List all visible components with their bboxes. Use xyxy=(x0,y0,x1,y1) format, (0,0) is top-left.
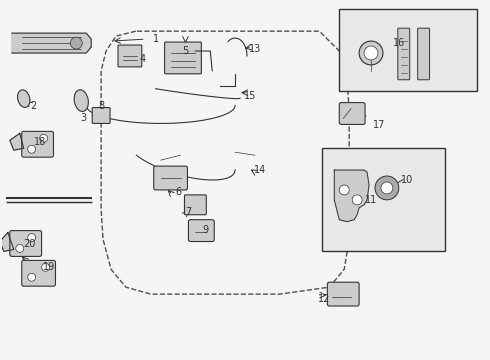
Text: 13: 13 xyxy=(249,44,261,54)
Text: 6: 6 xyxy=(175,187,182,197)
FancyBboxPatch shape xyxy=(339,103,365,125)
FancyBboxPatch shape xyxy=(417,28,430,80)
Text: 20: 20 xyxy=(24,239,36,249)
Text: 11: 11 xyxy=(365,195,377,205)
Polygon shape xyxy=(0,233,14,251)
Circle shape xyxy=(352,195,362,205)
Text: 8: 8 xyxy=(98,100,104,111)
FancyBboxPatch shape xyxy=(92,108,110,123)
Text: 1: 1 xyxy=(152,34,159,44)
Circle shape xyxy=(28,234,36,242)
Text: 12: 12 xyxy=(318,294,331,304)
FancyBboxPatch shape xyxy=(189,220,214,242)
FancyBboxPatch shape xyxy=(184,195,206,215)
FancyBboxPatch shape xyxy=(154,166,188,190)
FancyBboxPatch shape xyxy=(322,148,445,251)
Text: 17: 17 xyxy=(373,121,385,130)
FancyBboxPatch shape xyxy=(22,260,55,286)
Circle shape xyxy=(28,145,36,153)
Text: 10: 10 xyxy=(401,175,413,185)
Text: 4: 4 xyxy=(140,54,146,64)
Text: 3: 3 xyxy=(80,113,86,123)
Circle shape xyxy=(364,46,378,60)
Circle shape xyxy=(28,273,36,281)
Text: 18: 18 xyxy=(33,137,46,147)
Ellipse shape xyxy=(18,90,30,107)
Text: 2: 2 xyxy=(30,100,37,111)
Circle shape xyxy=(359,41,383,65)
FancyBboxPatch shape xyxy=(339,9,477,91)
Circle shape xyxy=(71,37,82,49)
Circle shape xyxy=(339,185,349,195)
FancyBboxPatch shape xyxy=(327,282,359,306)
Text: 7: 7 xyxy=(185,207,192,217)
Polygon shape xyxy=(12,33,91,53)
FancyBboxPatch shape xyxy=(10,231,42,256)
FancyBboxPatch shape xyxy=(398,28,410,80)
Circle shape xyxy=(381,182,393,194)
Text: 14: 14 xyxy=(254,165,266,175)
Circle shape xyxy=(40,134,48,142)
Polygon shape xyxy=(10,133,24,150)
Text: 19: 19 xyxy=(44,262,56,272)
Text: 9: 9 xyxy=(202,225,208,235)
Circle shape xyxy=(16,244,24,252)
Circle shape xyxy=(42,264,49,271)
Polygon shape xyxy=(334,170,369,222)
Ellipse shape xyxy=(74,90,88,112)
FancyBboxPatch shape xyxy=(118,45,142,67)
Circle shape xyxy=(375,176,399,200)
Text: 5: 5 xyxy=(182,46,189,56)
Text: 15: 15 xyxy=(244,91,256,101)
FancyBboxPatch shape xyxy=(165,42,201,74)
Text: 16: 16 xyxy=(392,38,405,48)
FancyBboxPatch shape xyxy=(22,131,53,157)
